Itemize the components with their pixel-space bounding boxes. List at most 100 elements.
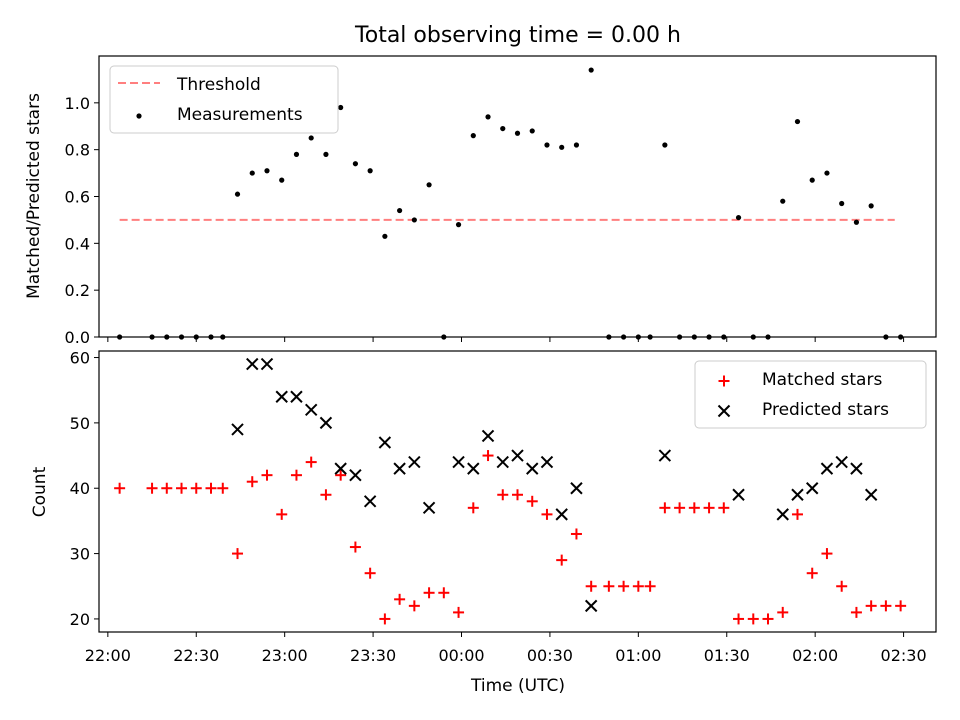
measurement-point [500, 125, 506, 132]
matched-star-marker [644, 580, 656, 592]
measurement-point [824, 170, 830, 176]
measurement-point [868, 203, 874, 209]
matched-star-marker [865, 600, 877, 612]
matched-star-marker [541, 508, 553, 520]
predicted-star-marker [732, 488, 745, 501]
measurement-point [559, 144, 565, 150]
matched-star-marker [349, 541, 361, 553]
matched-star-marker [379, 613, 391, 625]
predicted-star-marker [349, 468, 362, 482]
predicted-marker-b [422, 501, 436, 515]
count-y-tick-label: 30 [70, 545, 90, 564]
matched-star-marker [718, 502, 730, 514]
count-y-ticks: 20 30 40 50 60 [70, 349, 99, 629]
predicted-star-marker [658, 449, 672, 462]
ratio-plot-area [117, 67, 904, 340]
predicted-marker-b [496, 455, 509, 469]
predicted-star-marker [791, 488, 804, 501]
ratio-legend-box [109, 65, 339, 134]
matched-star-marker [791, 508, 803, 520]
matched-star-marker [570, 528, 582, 540]
time-x-tick-label: 23:00 [262, 646, 308, 665]
matched-star-marker [747, 613, 759, 625]
matched-star-marker [423, 587, 435, 599]
count-axes-frame [98, 350, 937, 633]
predicted-marker-b [246, 357, 259, 371]
predicted-marker-b [658, 449, 672, 462]
time-x-tick-label: 02:00 [792, 646, 838, 665]
predicted-marker-b [511, 449, 524, 462]
measurement-point [839, 200, 845, 207]
time-x-tick-label: 02:30 [881, 646, 927, 665]
matched-star-marker [290, 469, 302, 481]
count-plot-area [114, 357, 907, 625]
predicted-star-marker [275, 390, 288, 403]
matched-star-marker [836, 580, 848, 592]
count-legend-box [694, 360, 927, 429]
predicted-star-marker [835, 455, 848, 469]
measurement-point [323, 151, 329, 157]
measurement-point [397, 207, 403, 214]
matched-star-marker [261, 469, 273, 481]
ratio-y-tick-label: 0.0 [65, 328, 90, 347]
predicted-star-marker [304, 403, 318, 417]
measurement-point [485, 114, 491, 120]
matched-star-marker [762, 613, 774, 625]
predicted-marker-b [408, 455, 421, 469]
predicted-star-marker [820, 462, 834, 475]
predicted-star-marker [467, 462, 480, 475]
predicted-star-marker [260, 357, 274, 371]
predicted-star-marker [319, 416, 333, 430]
predicted-marker-b [776, 508, 789, 521]
time-x-tick-label: 01:30 [704, 646, 750, 665]
predicted-marker-b [290, 390, 303, 403]
time-x-tick-label: 22:00 [85, 646, 131, 665]
matched-star-marker [585, 580, 597, 592]
ratio-y-ticks: 0.0 0.2 0.4 0.6 0.8 1.0 [65, 94, 905, 347]
matched-star-marker [246, 476, 258, 488]
measurement-point [794, 118, 801, 125]
time-x-axis-label: Time (UTC) [470, 676, 565, 696]
matched-star-marker [512, 489, 523, 501]
chart-title: Total observing time = 0.00 h [354, 23, 681, 48]
predicted-star-marker [540, 455, 554, 469]
matched-star-marker [895, 600, 907, 612]
predicted-marker-b [349, 468, 362, 482]
measurement-point [382, 233, 388, 239]
time-x-tick-label: 22:30 [173, 646, 219, 665]
matched-star-marker [821, 548, 833, 560]
time-x-ticks: 22:00 22:30 23:00 23:30 00:00 00:30 01:00 01:30… [85, 632, 927, 665]
matched-star-marker [497, 489, 509, 501]
predicted-marker-b [864, 488, 878, 501]
predicted-marker-b [820, 462, 834, 475]
matched-star-marker [205, 482, 217, 494]
predicted-marker-b [791, 488, 804, 501]
predicted-marker-b [452, 455, 465, 469]
matched-star-marker [394, 593, 406, 605]
predicted-marker-b [835, 455, 848, 469]
predicted-star-marker [584, 599, 598, 613]
predicted-marker-b [260, 357, 274, 371]
measurement-point [529, 128, 535, 134]
count-y-tick-label: 40 [70, 479, 90, 498]
measurement-point [514, 130, 521, 136]
matched-star-marker [880, 600, 892, 612]
matched-star-marker [703, 502, 715, 514]
predicted-star-marker [393, 462, 406, 475]
predicted-star-marker [452, 455, 465, 469]
predicted-star-marker [422, 501, 436, 515]
count-y-tick-label: 20 [70, 610, 90, 629]
predicted-marker-b [467, 462, 480, 475]
matched-star-marker [733, 613, 745, 625]
measurement-point [662, 142, 668, 148]
count-panel: 20 30 40 50 60 22:00 22:30 23:00 23:30 00:00 00:3… [30, 349, 937, 696]
predicted-marker-b [732, 488, 745, 501]
ratio-y-tick-label: 0.6 [65, 188, 90, 207]
predicted-marker-b [393, 462, 406, 475]
matched-star-marker [482, 450, 494, 462]
predicted-star-marker [806, 482, 819, 495]
matched-star-marker [777, 606, 789, 618]
matched-star-marker [232, 548, 244, 560]
time-x-tick-label: 01:00 [615, 646, 661, 665]
measurement-point [809, 177, 815, 183]
